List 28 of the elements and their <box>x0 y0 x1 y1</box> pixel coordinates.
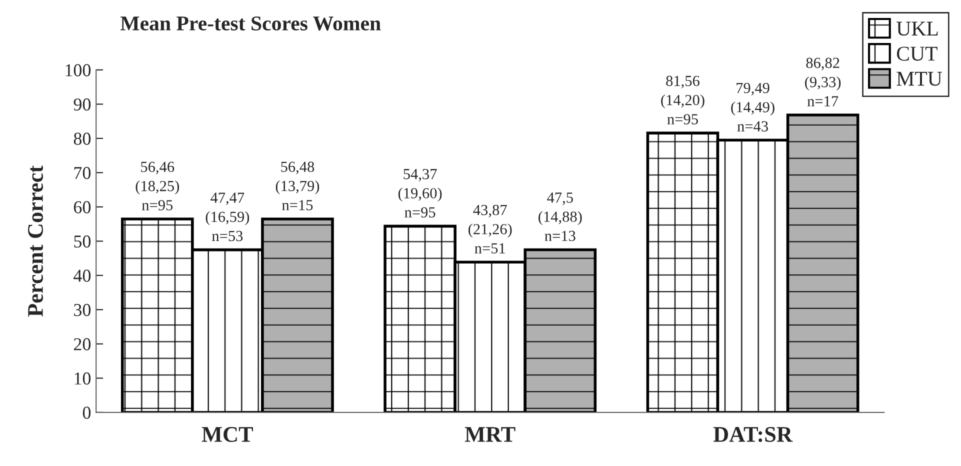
y-tick-label: 80 <box>74 132 91 145</box>
y-tick-label: 90 <box>74 98 91 111</box>
y-tick-label: 100 <box>66 64 91 76</box>
data-label: 86,82 (9,33) n=17 <box>805 58 841 106</box>
y-tick-label: 40 <box>74 270 91 282</box>
y-tick-label: 0 <box>82 406 91 419</box>
y-tick-label: 50 <box>74 235 91 248</box>
data-label: 43,87 (21,26) n=51 <box>468 204 512 254</box>
y-tick-label: 10 <box>74 372 91 385</box>
legend-label: CUT <box>896 46 938 61</box>
data-label: 47,5 (14,88) n=13 <box>538 192 582 242</box>
data-label: 79,49 (14,49) n=43 <box>731 82 774 132</box>
y-axis-title: Percent Correct <box>28 165 43 317</box>
legend-label: UKL <box>896 22 938 36</box>
y-tick-label: 70 <box>74 166 91 180</box>
y-tick-label: 30 <box>74 304 91 316</box>
data-label: 47,47 (16,59) n=53 <box>206 192 250 242</box>
data-label: 54,37 (19,60) n=95 <box>398 168 442 218</box>
y-tick-label: 20 <box>74 338 91 350</box>
y-tick-label: 60 <box>74 201 91 214</box>
legend-label: MTU <box>896 72 942 86</box>
x-tick-label: MCT <box>202 427 254 442</box>
x-tick-label: MRT <box>464 427 516 442</box>
data-label: 56,48 (13,79) n=15 <box>276 162 320 210</box>
x-tick-label: DAT:SR <box>713 427 793 442</box>
data-label: 56,46 (18,25) n=95 <box>136 162 179 210</box>
chart-title: Mean Pre-test Scores Women <box>120 16 381 31</box>
data-label: 81,56 (14,20) n=95 <box>661 76 704 124</box>
